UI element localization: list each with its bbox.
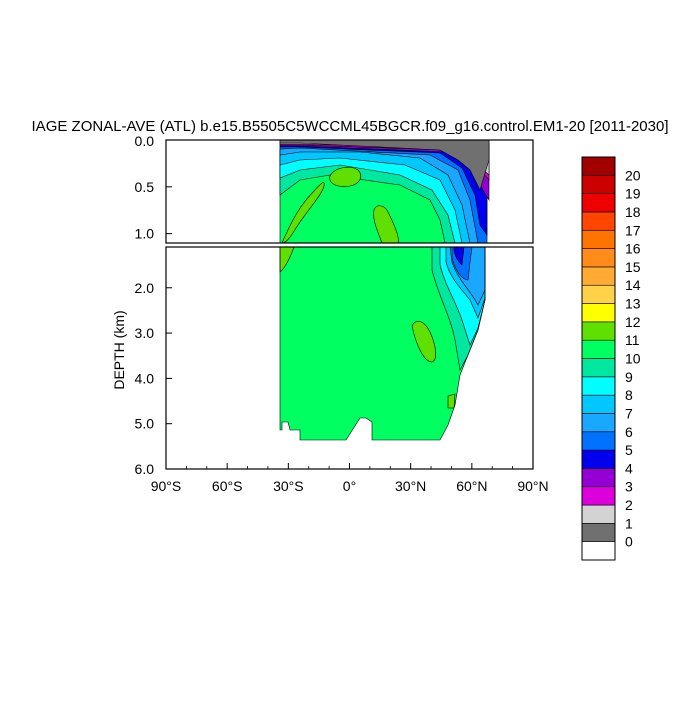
colorbar-frame: [581, 156, 616, 561]
x-tick-label: 90°N: [517, 478, 548, 494]
colorbar-label: 11: [625, 332, 640, 348]
upper-field-age-0: [279, 140, 490, 191]
x-tick-label: 0°: [343, 478, 356, 494]
colorbar-box: [581, 156, 616, 176]
upper-panel-frame: [165, 139, 534, 244]
colorbar-box: [581, 229, 616, 249]
colorbar-box: [581, 504, 616, 524]
colorbar-label: 18: [625, 204, 641, 220]
x-tick-label: 30°S: [273, 478, 304, 494]
upper-patch-age-11-b: [329, 167, 362, 187]
x-axis: 90°S 60°S 30°S 0° 30°N 60°N 90°N: [151, 463, 549, 494]
lower-patch-age-11-c: [447, 393, 456, 409]
lower-panel-fields: [279, 247, 486, 441]
colorbar-label: 20: [625, 167, 641, 183]
colorbar-label: 19: [625, 186, 641, 202]
colorbar-label: 12: [625, 314, 641, 330]
colorbar-box: [581, 523, 616, 542]
x-tick-label: 90°S: [151, 478, 182, 494]
upper-y-axis: 0.0 0.5 1.0: [135, 133, 172, 242]
colorbar-box: [581, 211, 616, 231]
lower-field-outline: [279, 247, 486, 441]
y-axis-label: DEPTH (km): [111, 310, 127, 389]
colorbar-label: 17: [625, 222, 641, 238]
colorbar-box: [581, 248, 616, 268]
colorbar-label: 7: [625, 405, 633, 421]
colorbar-box: [581, 303, 616, 323]
y-tick-label: 3.0: [135, 325, 155, 341]
colorbar-box: [581, 376, 616, 396]
y-tick-label: 6.0: [135, 461, 155, 477]
colorbar-label: 8: [625, 387, 633, 403]
colorbar-box: [581, 284, 616, 304]
colorbar-box: [581, 449, 616, 469]
upper-panel-fields: [279, 140, 490, 243]
x-tick-label: 30°N: [395, 478, 426, 494]
colorbar-label: 6: [625, 424, 633, 440]
lower-field-age-10: [280, 247, 485, 440]
colorbar-box: [581, 431, 616, 451]
colorbar-label: 0: [625, 534, 633, 550]
y-tick-label: 1.0: [135, 226, 155, 242]
colorbar-label: 15: [625, 259, 641, 275]
colorbar-box: [581, 358, 616, 378]
colorbar-box: [581, 339, 616, 359]
y-tick-label: 0.0: [135, 133, 155, 149]
colorbar-box: [581, 321, 616, 341]
lower-patch-age-11-b: [411, 320, 436, 363]
lower-y-axis: 2.0 3.0 4.0 5.0 6.0: [135, 280, 172, 477]
colorbar-label: 16: [625, 241, 641, 257]
colorbar-box: [581, 541, 616, 561]
colorbar-box: [581, 193, 616, 213]
colorbar-label: 13: [625, 296, 641, 312]
plot-title: IAGE ZONAL-AVE (ATL) b.e15.B5505C5WCCML4…: [31, 118, 669, 135]
colorbar-label: 14: [625, 277, 641, 293]
colorbar-label: 1: [625, 515, 633, 531]
colorbar-label: 10: [625, 351, 641, 367]
upper-patch-age-11-c: [373, 205, 399, 243]
colorbar-box: [581, 266, 616, 286]
colorbar-box: [581, 468, 616, 488]
y-tick-label: 4.0: [135, 370, 155, 386]
colorbar-box: [581, 486, 616, 506]
colorbar-label: 3: [625, 479, 633, 495]
lower-field-age-4: [453, 247, 465, 266]
y-tick-label: 2.0: [135, 280, 155, 296]
colorbar-label: 2: [625, 497, 633, 513]
colorbar-box: [581, 413, 616, 433]
x-tick-label: 60°S: [212, 478, 243, 494]
colorbar-box: [581, 394, 616, 414]
x-tick-label: 60°N: [456, 478, 487, 494]
colorbar-label: 5: [625, 442, 633, 458]
upper-patch-age-11-a: [281, 182, 325, 243]
colorbar-box: [581, 175, 616, 194]
y-tick-label: 5.0: [135, 416, 155, 432]
y-tick-label: 0.5: [135, 179, 155, 195]
colorbar-label: 4: [625, 460, 633, 476]
colorbar-label: 9: [625, 369, 633, 385]
